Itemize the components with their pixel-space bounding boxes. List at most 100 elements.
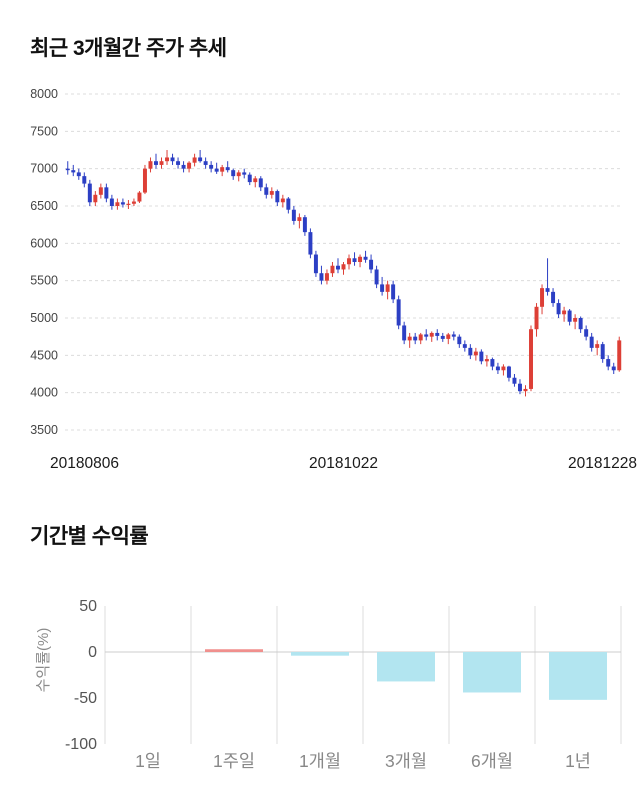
- candle: [297, 213, 302, 229]
- candle: [369, 254, 374, 274]
- candle: [451, 331, 456, 341]
- y-tick-label: 4000: [30, 386, 58, 400]
- candle: [137, 191, 142, 204]
- y-tick-label: 6000: [30, 236, 58, 250]
- price-candlestick-chart: 8000 7500 7000 6500 6000 5500 5000 4500 4000 3500…: [30, 87, 637, 472]
- candle: [253, 176, 258, 188]
- candle: [589, 332, 594, 352]
- candle: [407, 332, 412, 348]
- candle: [181, 161, 186, 173]
- candle: [385, 280, 390, 300]
- candle: [231, 168, 236, 180]
- candle: [352, 252, 357, 266]
- candle: [462, 340, 467, 352]
- candle: [264, 183, 269, 199]
- candle: [529, 325, 533, 392]
- candle: [330, 262, 335, 277]
- candle: [573, 314, 578, 330]
- candle: [617, 336, 622, 372]
- candle: [131, 198, 136, 206]
- candle: [512, 374, 517, 387]
- candle: [347, 254, 352, 270]
- candle: [236, 170, 241, 182]
- candle: [76, 168, 81, 180]
- candle: [203, 157, 208, 169]
- candle: [187, 161, 192, 173]
- candle: [429, 331, 434, 342]
- y-tick-label: 6500: [30, 199, 58, 213]
- candle: [358, 254, 363, 268]
- candle: [109, 194, 114, 210]
- category-label: 1년: [565, 751, 591, 771]
- candle: [247, 172, 252, 186]
- candle: [280, 194, 285, 208]
- candle: [313, 250, 318, 277]
- candle: [562, 306, 567, 322]
- y-tick-label: -50: [74, 690, 97, 707]
- candle: [71, 164, 76, 177]
- candle: [374, 265, 379, 289]
- candle: [335, 258, 340, 274]
- candle: [380, 276, 385, 296]
- candle: [506, 365, 511, 382]
- candle: [120, 198, 125, 208]
- y-gridlines-and-labels: 8000 7500 7000 6500 6000 5500 5000 4500 4000 3500: [30, 87, 622, 437]
- category-label: 1개월: [299, 751, 341, 771]
- candle: [220, 164, 225, 177]
- candle: [435, 329, 440, 341]
- candle: [148, 157, 153, 173]
- candlestick-chart-title: 최근 3개월간 주가 추세: [30, 37, 227, 60]
- candle: [176, 157, 181, 169]
- candle: [479, 349, 484, 365]
- y-tick-label: 7500: [30, 124, 58, 138]
- candle: [98, 183, 103, 199]
- bar-y-tick-labels: 50 0 -50 -100: [65, 598, 97, 753]
- candle: [198, 150, 203, 163]
- return-bar: [377, 652, 435, 682]
- candle: [341, 262, 346, 275]
- y-tick-label: 7000: [30, 162, 58, 176]
- candle: [473, 347, 478, 361]
- candle: [159, 157, 164, 169]
- y-tick-label: 8000: [30, 87, 58, 101]
- candle: [209, 161, 214, 173]
- candle: [93, 191, 98, 206]
- candle: [115, 198, 120, 210]
- candle: [600, 341, 605, 363]
- candle: [457, 334, 462, 348]
- category-label: 1일: [135, 751, 161, 771]
- candle: [551, 288, 556, 307]
- return-bar: [463, 652, 521, 693]
- candle: [440, 332, 445, 342]
- candle: [286, 197, 291, 214]
- candle: [154, 153, 158, 169]
- candle: [82, 172, 87, 188]
- return-bars: [205, 649, 607, 700]
- category-label: 6개월: [471, 751, 513, 771]
- candle: [170, 153, 175, 165]
- candle: [545, 258, 550, 296]
- candle: [578, 316, 583, 333]
- candle: [258, 176, 263, 192]
- y-tick-label: 50: [79, 598, 97, 615]
- candle: [319, 265, 324, 285]
- y-tick-label: 0: [88, 644, 97, 661]
- return-bar: [205, 649, 263, 652]
- candle: [302, 214, 307, 236]
- candle: [225, 161, 230, 173]
- bar-gridlines: [104, 606, 622, 744]
- candle: [413, 332, 418, 345]
- candle: [65, 161, 70, 175]
- x-tick-label: 20181022: [309, 455, 378, 472]
- candle: [424, 329, 429, 341]
- candle: [501, 364, 506, 376]
- candle: [324, 269, 329, 285]
- candle: [308, 228, 313, 259]
- bar-category-labels: 1일 1주일 1개월 3개월 6개월 1년: [135, 751, 591, 771]
- candle: [242, 168, 247, 179]
- y-tick-label: -100: [65, 736, 97, 753]
- candle: [595, 340, 600, 356]
- category-label: 3개월: [385, 751, 427, 771]
- candle: [269, 187, 274, 199]
- candle: [391, 280, 396, 304]
